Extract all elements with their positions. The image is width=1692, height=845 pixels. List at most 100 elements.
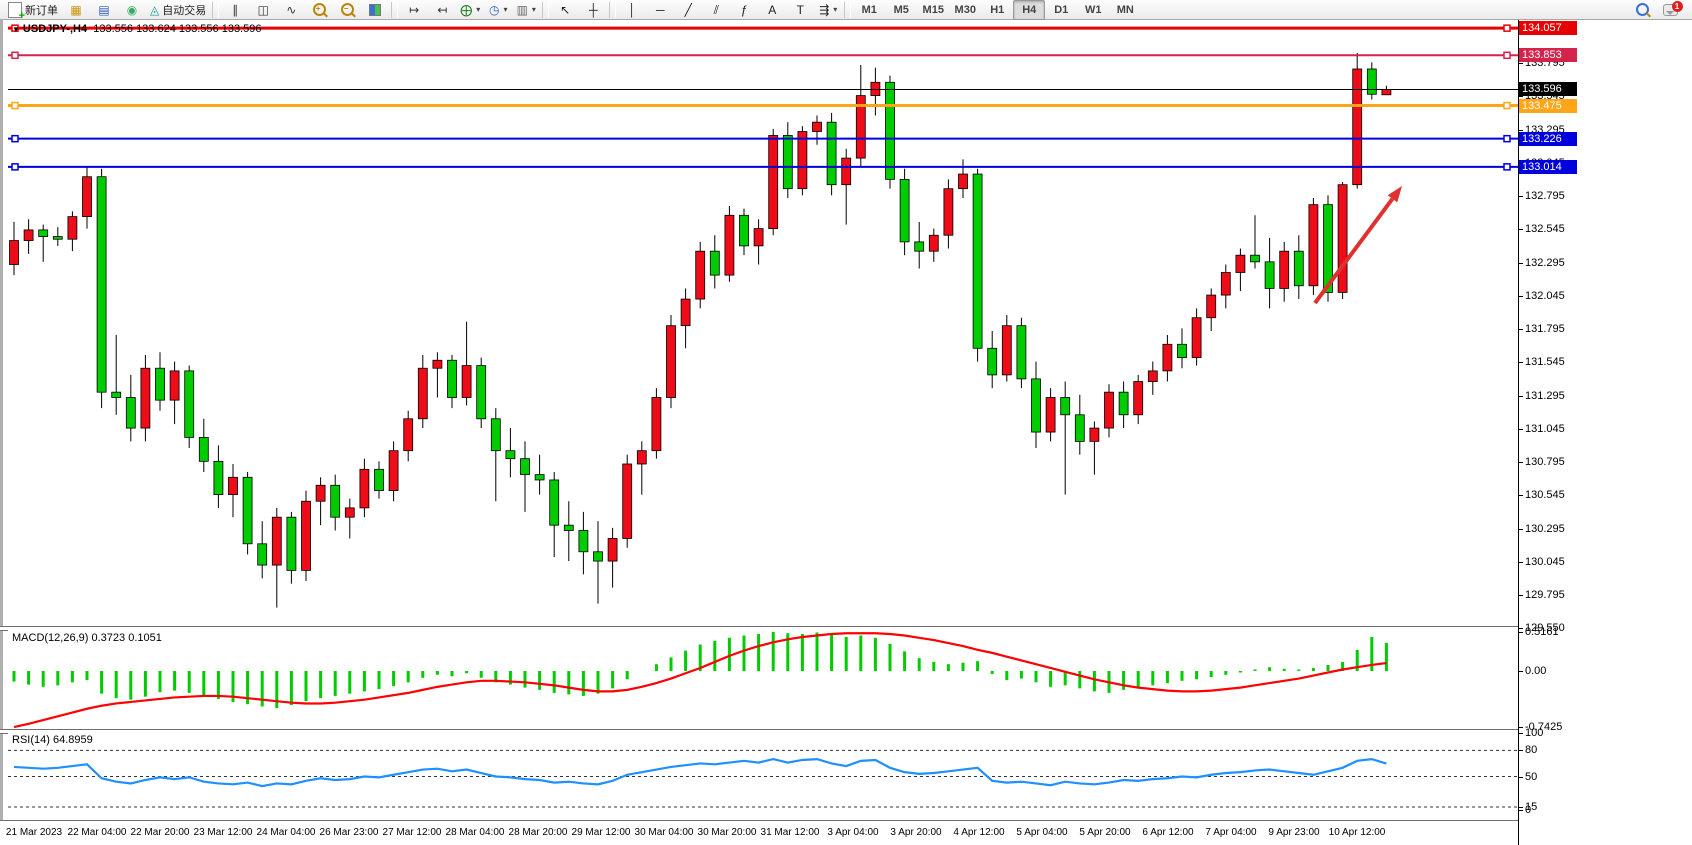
time-axis-label: 21 Mar 2023	[5, 827, 63, 838]
price-tick-label: 131.045	[1525, 422, 1565, 435]
arrows-button[interactable]: ⇶ ▾	[814, 0, 842, 20]
new-order-icon	[8, 1, 25, 22]
candle	[797, 131, 808, 190]
candlestick-chart-button[interactable]: ◫	[249, 0, 277, 20]
charts-button[interactable]: ▦	[62, 0, 90, 20]
search-button[interactable]	[1628, 0, 1656, 20]
channel-button[interactable]: ⫽	[702, 0, 730, 20]
periods-clock-button[interactable]: ◷ ▾	[484, 0, 512, 20]
rsi-canvas	[8, 749, 1518, 808]
trend-arrow-line[interactable]	[1313, 197, 1395, 305]
price-tick-label: 130.295	[1525, 522, 1565, 535]
candle	[1133, 381, 1144, 416]
time-axis-label: 24 Mar 04:00	[256, 827, 316, 838]
candle	[1206, 294, 1217, 319]
line-selection-handle[interactable]	[1503, 51, 1511, 60]
candle	[330, 484, 341, 518]
market-watch-button[interactable]: ▤	[90, 0, 118, 20]
crosshair-button[interactable]: ┼	[579, 0, 607, 20]
candle	[1074, 414, 1085, 442]
dropdown-caret-icon[interactable]: ▾	[476, 5, 481, 14]
line-selection-handle[interactable]	[1503, 163, 1511, 171]
search-icon	[1635, 3, 1649, 16]
indicators-button[interactable]: ⨁ ▾	[456, 0, 484, 20]
zoom-in-button[interactable]: +	[305, 0, 333, 20]
timeframe-w1-button[interactable]: W1	[1085, 3, 1102, 16]
candle	[680, 298, 691, 327]
rsi-panel[interactable]: RSI(14) 64.8959	[8, 732, 1518, 820]
candle	[461, 365, 472, 398]
candle	[870, 81, 881, 96]
price-axis[interactable]: 133.795133.545133.295133.045132.795132.5…	[1518, 20, 1692, 845]
macd-label: MACD(12,26,9) 0.3723 0.1051	[12, 632, 162, 644]
time-axis-label: 30 Mar 20:00	[697, 827, 757, 838]
text-label-button[interactable]: T	[786, 0, 814, 20]
trendline-button[interactable]: ╱	[674, 0, 702, 20]
candle	[739, 214, 749, 247]
line-chart-button[interactable]: ∿	[277, 0, 305, 20]
auto-trading-button[interactable]: ◬ 自动交易	[146, 0, 210, 20]
timeframe-d1-button[interactable]: D1	[1054, 3, 1069, 16]
candle	[359, 468, 370, 509]
timeframe-m5-button[interactable]: M5	[893, 3, 909, 16]
tile-windows-button[interactable]	[361, 0, 389, 20]
candle	[155, 367, 165, 401]
dropdown-caret-icon[interactable]: ▾	[833, 5, 838, 14]
timeframe-m30-button[interactable]: M30	[954, 3, 976, 16]
line-selection-handle[interactable]	[11, 24, 19, 32]
price-tick-label: 130.795	[1525, 456, 1565, 468]
indicators-icon: ⨁	[460, 2, 473, 17]
hline-price-tag: 133.853	[1519, 48, 1577, 63]
rsi-tick-label: 80	[1525, 744, 1538, 757]
templates-button[interactable]: ▥ ▾	[512, 0, 540, 20]
timeframe-m15-button[interactable]: M15	[922, 3, 944, 16]
candle	[9, 240, 19, 265]
price-tick-label: 130.045	[1525, 555, 1565, 568]
time-axis-label: 9 Apr 23:00	[1268, 827, 1320, 838]
line-selection-handle[interactable]	[1503, 24, 1511, 32]
notifications-button[interactable]: 1	[1656, 0, 1684, 20]
zoom-out-button[interactable]: −	[333, 0, 361, 20]
hline-price-tag: 134.057	[1519, 21, 1577, 36]
candle	[885, 81, 895, 180]
timeframe-mn-button[interactable]: MN	[1116, 3, 1134, 16]
macd-tick-label: 0.5161	[1525, 626, 1559, 639]
chart-shift-button[interactable]: ↤	[428, 0, 456, 20]
candle	[534, 474, 545, 481]
dropdown-caret-icon[interactable]: ▾	[503, 5, 508, 14]
price-chart-panel[interactable]: ▼ USDJPY-,H4 133.556 133.624 133.556 133.…	[8, 20, 1518, 626]
new-order-button[interactable]: 新订单	[4, 0, 62, 22]
horizontal-line-button[interactable]: ─	[646, 0, 674, 20]
dropdown-caret-icon[interactable]: ▾	[531, 5, 536, 14]
line-selection-handle[interactable]	[11, 51, 19, 60]
fibonacci-button[interactable]: ƒ	[730, 0, 758, 20]
text-button[interactable]: A	[758, 0, 786, 20]
price-tick-label: 130.545	[1525, 489, 1565, 502]
candle	[958, 173, 968, 190]
candle	[198, 436, 209, 462]
periods-clock-icon: ◷	[489, 2, 500, 17]
macd-panel[interactable]: MACD(12,26,9) 0.3723 0.1051	[8, 630, 1518, 729]
candle	[271, 516, 282, 566]
cursor-icon: ↖	[560, 2, 571, 17]
timeframe-m1-button[interactable]: M1	[861, 3, 877, 16]
timeframe-h4-button[interactable]: H4	[1013, 0, 1046, 20]
crosshair-icon: ┼	[588, 2, 598, 17]
line-selection-handle[interactable]	[1503, 101, 1511, 110]
window-left-edge	[0, 20, 8, 845]
timeframe-h1-button[interactable]: H1	[990, 3, 1005, 16]
auto-trading-label: 自动交易	[162, 4, 207, 17]
auto-scroll-button[interactable]: ↦	[400, 0, 428, 20]
line-selection-handle[interactable]	[11, 134, 19, 143]
strategy-signal-button[interactable]: ◉	[118, 0, 146, 20]
line-selection-handle[interactable]	[11, 163, 19, 171]
chart-collapse-icon[interactable]: ▼	[12, 25, 20, 34]
time-axis[interactable]: 21 Mar 2023 22 Mar 04:00 22 Mar 20:00 23 Ma…	[0, 822, 1692, 845]
line-selection-handle[interactable]	[11, 101, 19, 110]
cursor-button[interactable]: ↖	[551, 0, 579, 20]
vertical-line-button[interactable]: │	[618, 0, 646, 20]
time-axis-label: 29 Mar 12:00	[571, 827, 631, 838]
hline-price-tag: 133.226	[1519, 131, 1577, 146]
line-selection-handle[interactable]	[1503, 134, 1511, 143]
bar-chart-button[interactable]: ∥	[221, 0, 249, 20]
